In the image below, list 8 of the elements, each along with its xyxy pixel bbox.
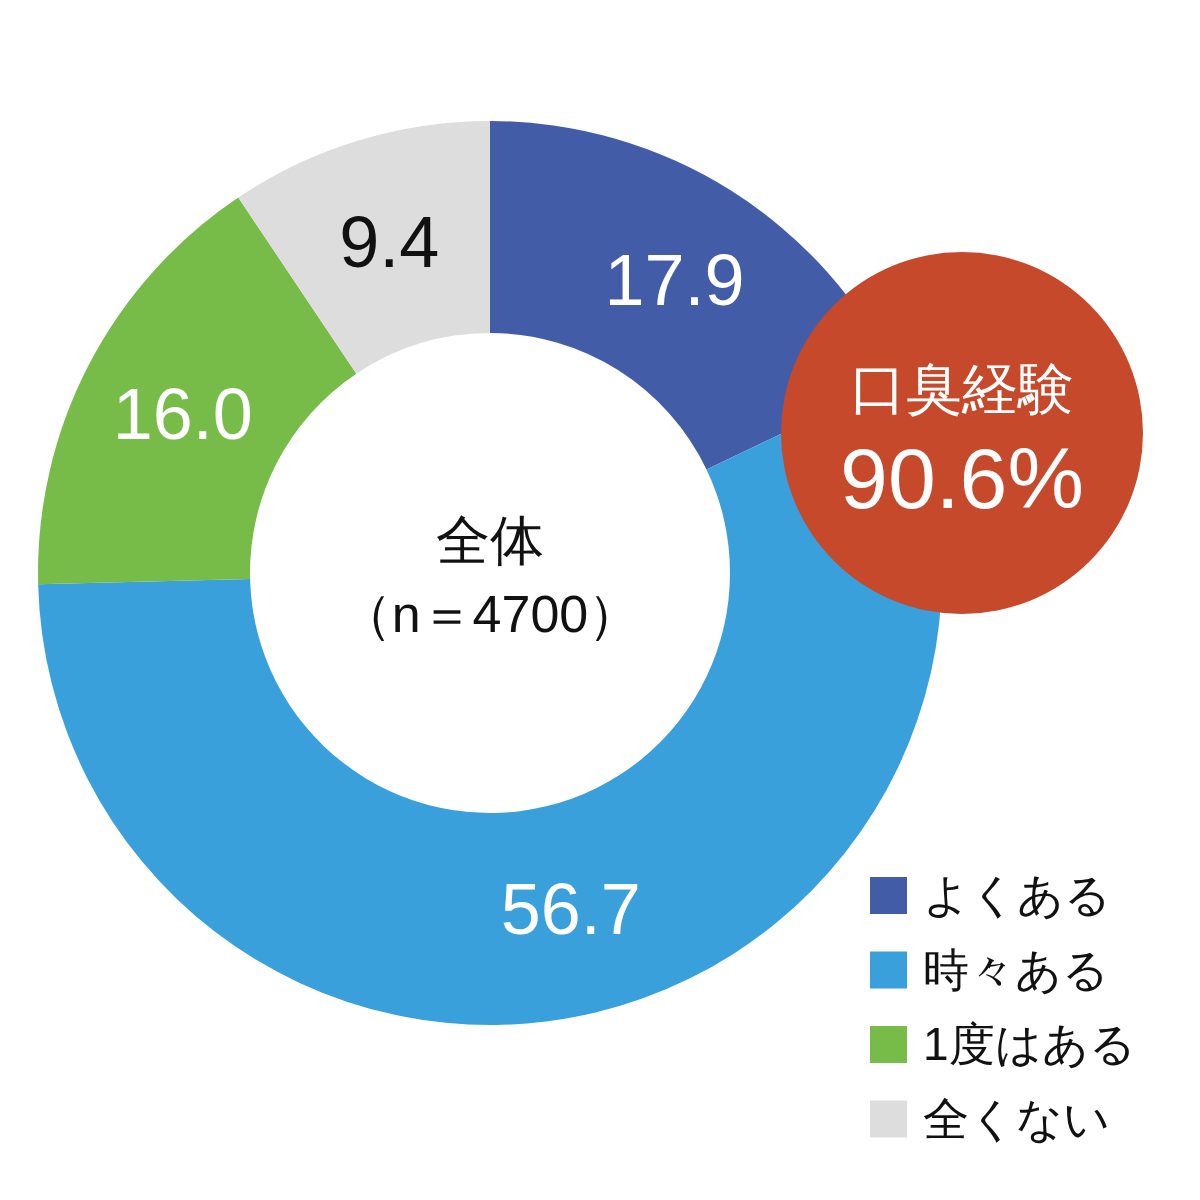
annotation: 全体 [436, 510, 544, 570]
annotation: （n＝4700） [339, 585, 641, 643]
legend-label: 時々ある [923, 943, 1109, 996]
legend-label: よくある [923, 869, 1111, 921]
annotation: 90.6% [840, 430, 1084, 526]
annotation: 口臭経験 [850, 356, 1074, 420]
legend-label: 1度はある [923, 1018, 1136, 1070]
legend-label: 全くない [923, 1092, 1110, 1145]
